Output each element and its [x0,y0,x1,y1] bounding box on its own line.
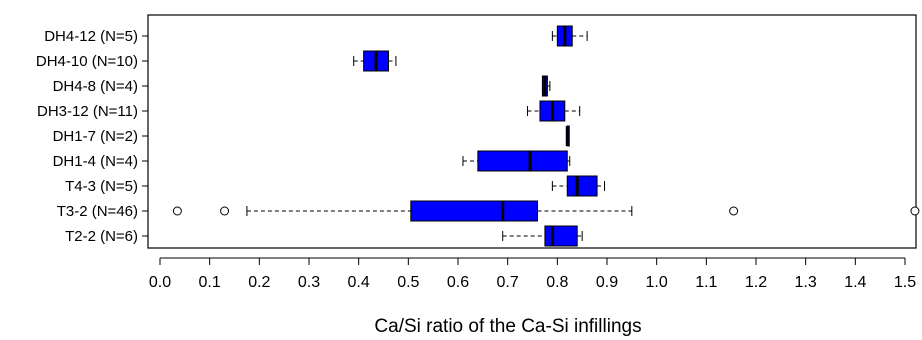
box-5 [565,125,570,147]
iqr-box [410,200,538,222]
category-label: DH1-4 (N=4) [53,153,138,170]
x-tick-label: 1.0 [646,274,668,291]
outlier-point [172,206,182,216]
x-tick-label: 0.0 [149,274,171,291]
category-label: T3-2 (N=46) [57,203,138,220]
category-label: DH4-8 (N=4) [53,78,138,95]
box-8 [172,200,920,222]
x-tick-label: 1.5 [894,274,916,291]
category-label: DH4-10 (N=10) [36,53,138,70]
box-2 [353,50,397,72]
box-9 [502,225,583,247]
plot-frame [147,14,917,249]
x-tick-label: 0.3 [298,274,320,291]
category-label: DH3-12 (N=11) [37,103,138,120]
x-tick-label: 1.2 [745,274,767,291]
x-tick-label: 0.7 [497,274,519,291]
x-tick-label: 0.8 [546,274,568,291]
x-axis-title: Ca/Si ratio of the Ca-Si infillings [374,316,641,337]
box-1 [551,25,588,47]
box-6 [462,150,571,172]
x-tick-label: 1.4 [844,274,866,291]
box-3 [541,75,551,97]
x-tick-label: 0.4 [348,274,370,291]
x-tick-label: 0.1 [199,274,221,291]
category-label: T4-3 (N=5) [65,178,138,195]
iqr-box [566,175,598,197]
x-tick-label: 0.2 [248,274,270,291]
category-label: DH1-7 (N=2) [53,128,138,145]
outlier-point [910,206,920,216]
x-tick-label: 0.6 [447,274,469,291]
outlier-point [729,206,739,216]
x-tick-label: 1.3 [795,274,817,291]
x-tick-label: 1.1 [695,274,717,291]
box-4 [527,100,581,122]
outlier-point [220,206,230,216]
category-label: DH4-12 (N=5) [44,28,138,45]
box-7 [551,175,606,197]
x-tick-label: 0.5 [397,274,419,291]
x-tick-label: 0.9 [596,274,618,291]
iqr-box [544,225,578,247]
category-label: T2-2 (N=6) [65,228,138,245]
iqr-box [477,150,568,172]
